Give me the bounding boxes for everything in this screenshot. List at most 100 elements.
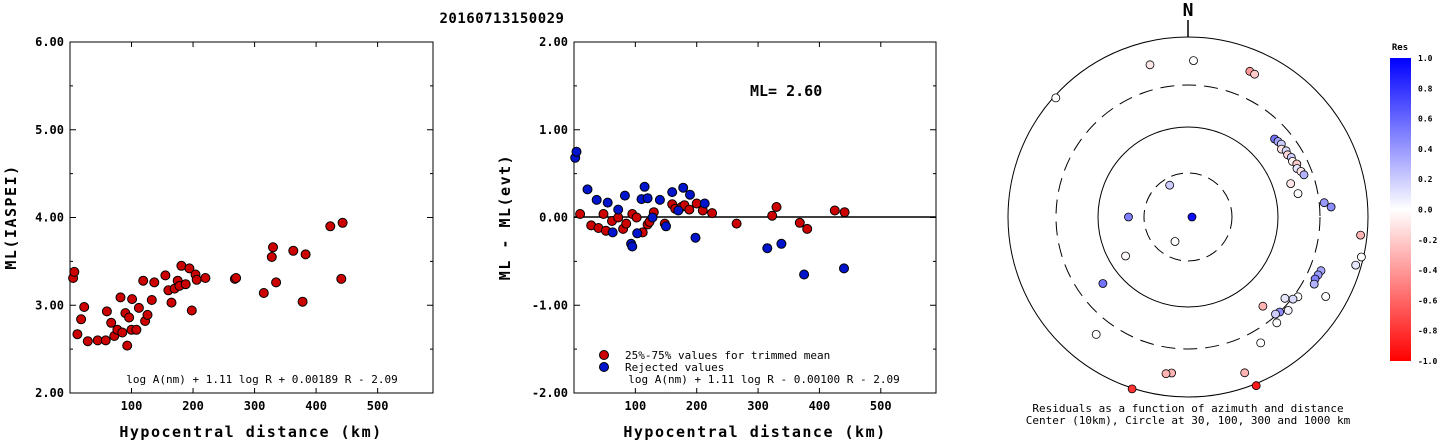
y-tick-label: -1.00 xyxy=(532,298,568,312)
data-point xyxy=(771,202,782,212)
circle-30km xyxy=(1143,172,1233,262)
figure-title: 20160713150029 xyxy=(439,11,564,27)
colorbar-tick-label: -0.8 xyxy=(1418,327,1437,336)
station-marker xyxy=(1351,260,1361,270)
station-marker xyxy=(1170,237,1180,246)
station-marker xyxy=(1187,212,1197,222)
data-point xyxy=(839,207,850,218)
data-point xyxy=(690,232,701,243)
data-point xyxy=(639,181,650,192)
data-point xyxy=(146,295,157,305)
y-tick-label: 5.00 xyxy=(35,123,64,137)
x-tick-label: 100 xyxy=(625,399,647,413)
data-point xyxy=(602,197,613,208)
colorbar-tick-label: 0.2 xyxy=(1418,175,1433,184)
data-point xyxy=(325,221,336,232)
station-marker xyxy=(1309,279,1319,289)
data-point xyxy=(598,209,609,219)
x-tick-label: 300 xyxy=(747,399,769,413)
data-point xyxy=(231,273,242,283)
station-marker xyxy=(1272,318,1282,328)
colorbar-ticks: 1.0 0.8 0.6 0.4 0.2 0.0 -0.2 -0.4 -0.6 -0.8 -1.0 xyxy=(1418,54,1437,366)
station-marker xyxy=(1161,369,1171,379)
data-point xyxy=(661,221,671,232)
data-point xyxy=(647,212,658,223)
circle-1000km xyxy=(1007,36,1369,398)
legend-marker-trimmed xyxy=(599,350,609,360)
station-marker xyxy=(1091,329,1101,339)
y-tick-label: -2.00 xyxy=(532,386,568,400)
station-marker xyxy=(1299,170,1309,180)
axis-ticks: 100 200 300 400 500 -2.00 -1.00 0.00 1.00 2.00 xyxy=(532,35,936,413)
data-point xyxy=(106,317,117,328)
data-point xyxy=(794,217,805,228)
y-tick-label: 1.00 xyxy=(539,123,568,137)
north-label: N xyxy=(1183,0,1194,21)
data-point xyxy=(582,184,593,195)
data-point xyxy=(802,223,813,234)
y-tick-label: 2.00 xyxy=(539,35,568,49)
y-axis-label: ML - ML(evt) xyxy=(496,154,514,280)
data-point xyxy=(160,270,171,281)
data-point xyxy=(101,306,112,317)
data-point xyxy=(122,340,133,351)
data-point xyxy=(117,327,128,338)
ml-annotation: ML= 2.60 xyxy=(750,82,822,100)
data-point xyxy=(268,242,278,253)
data-point xyxy=(591,194,602,205)
data-point xyxy=(699,198,710,209)
data-point xyxy=(642,193,653,204)
legend-label-rejected: Rejected values xyxy=(625,361,724,374)
data-point xyxy=(631,212,642,223)
caption-line-2: Center (10km), Circle at 30, 100, 300 an… xyxy=(1026,414,1351,427)
data-point xyxy=(300,249,311,260)
station-marker xyxy=(1288,294,1298,304)
x-tick-label: 300 xyxy=(244,399,266,413)
data-point xyxy=(613,204,624,215)
data-point xyxy=(127,294,138,305)
data-point xyxy=(69,266,80,277)
colorbar-tick-label: 1.0 xyxy=(1418,54,1433,63)
data-point xyxy=(76,314,87,325)
station-marker xyxy=(1356,230,1365,240)
azimuth-distance-panel: N Residuals as a function of azimuth and… xyxy=(1007,0,1369,427)
data-points xyxy=(68,217,348,351)
data-point xyxy=(115,292,126,303)
data-point xyxy=(799,269,810,280)
residual-vs-distance-panel: 100 200 300 400 500 -2.00 -1.00 0.00 1.00 2.00 ML… xyxy=(496,35,937,441)
x-tick-label: 500 xyxy=(870,399,892,413)
station-marker xyxy=(1319,198,1329,208)
station-points xyxy=(1051,56,1366,394)
data-point xyxy=(149,277,160,288)
data-point xyxy=(266,252,277,262)
station-marker xyxy=(1121,251,1130,261)
data-point xyxy=(79,302,90,312)
colorbar-tick-label: 0.6 xyxy=(1418,115,1433,124)
x-tick-label: 400 xyxy=(809,399,831,413)
x-tick-label: 200 xyxy=(182,399,204,413)
colorbar-tick-label: 0.4 xyxy=(1418,145,1433,154)
data-point xyxy=(707,208,718,219)
station-marker xyxy=(1326,202,1336,212)
data-point xyxy=(829,205,840,216)
data-point xyxy=(673,205,684,216)
axis-ticks: 100 200 300 400 500 2.00 3.00 4.00 5.00 6.00 xyxy=(35,35,433,413)
station-marker xyxy=(1357,252,1366,262)
colorbar-label: Res xyxy=(1392,43,1408,53)
station-marker xyxy=(1286,179,1296,189)
circle-300km xyxy=(1055,84,1321,350)
y-tick-label: 3.00 xyxy=(35,298,64,312)
colorbar-tick-label: -0.2 xyxy=(1418,236,1437,245)
station-marker xyxy=(1051,93,1061,103)
station-marker xyxy=(1127,384,1137,394)
ml-vs-distance-panel: 100 200 300 400 500 2.00 3.00 4.00 5.00 6.00 log … xyxy=(2,35,434,441)
data-point xyxy=(258,288,269,298)
colorbar-tick-label: -0.4 xyxy=(1418,266,1437,275)
data-point xyxy=(575,209,586,219)
station-marker xyxy=(1251,381,1261,391)
circle-100km xyxy=(1097,126,1279,308)
colorbar-tick-label: -0.6 xyxy=(1418,296,1437,305)
station-marker xyxy=(1240,368,1250,378)
station-marker xyxy=(1321,292,1331,301)
data-point xyxy=(684,204,695,215)
